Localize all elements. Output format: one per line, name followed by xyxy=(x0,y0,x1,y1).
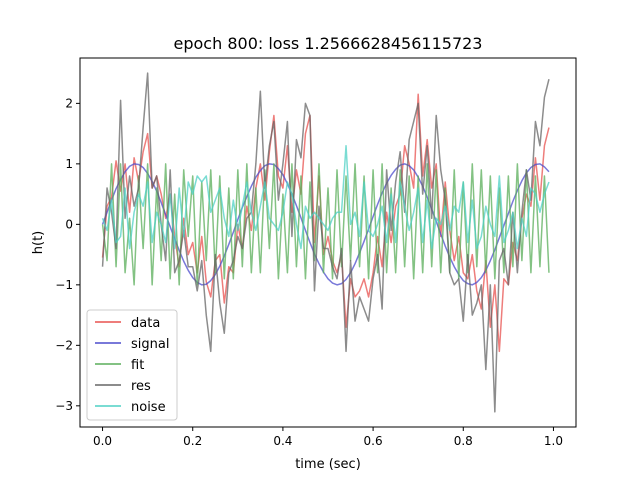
series-line-fit xyxy=(101,163,550,286)
y-axis-ticks: −3 −2 −1 0 1 2 xyxy=(55,96,80,413)
x-tick-label: 0.0 xyxy=(93,434,112,448)
y-tick-label: 1 xyxy=(65,157,73,171)
x-axis-ticks: 0.0 0.2 0.4 0.6 0.8 1.0 xyxy=(93,427,563,448)
y-tick-label: −3 xyxy=(55,399,73,413)
series-line-noise xyxy=(101,144,550,250)
x-tick-label: 0.8 xyxy=(454,434,473,448)
plot-series xyxy=(101,72,550,413)
legend-box xyxy=(86,309,178,421)
x-tick-label: 1.0 xyxy=(544,434,563,448)
legend-label-data: data xyxy=(131,316,160,331)
legend: data signal fit res noise xyxy=(86,309,178,421)
y-axis-label: h(t) xyxy=(31,231,46,254)
y-tick-label: −2 xyxy=(55,338,73,352)
legend-label-signal: signal xyxy=(131,337,169,352)
series-line-res xyxy=(101,72,550,413)
x-axis-label: time (sec) xyxy=(295,457,361,472)
legend-label-noise: noise xyxy=(131,400,166,415)
y-tick-label: 0 xyxy=(65,217,73,231)
x-tick-label: 0.2 xyxy=(183,434,202,448)
chart-title: epoch 800: loss 1.2566628456115723 xyxy=(174,34,483,53)
x-tick-label: 0.6 xyxy=(364,434,383,448)
legend-label-res: res xyxy=(131,379,151,394)
legend-label-fit: fit xyxy=(131,358,144,373)
x-tick-label: 0.4 xyxy=(273,434,292,448)
y-tick-label: −1 xyxy=(55,278,73,292)
y-tick-label: 2 xyxy=(65,96,73,110)
plot-frame xyxy=(79,57,577,428)
